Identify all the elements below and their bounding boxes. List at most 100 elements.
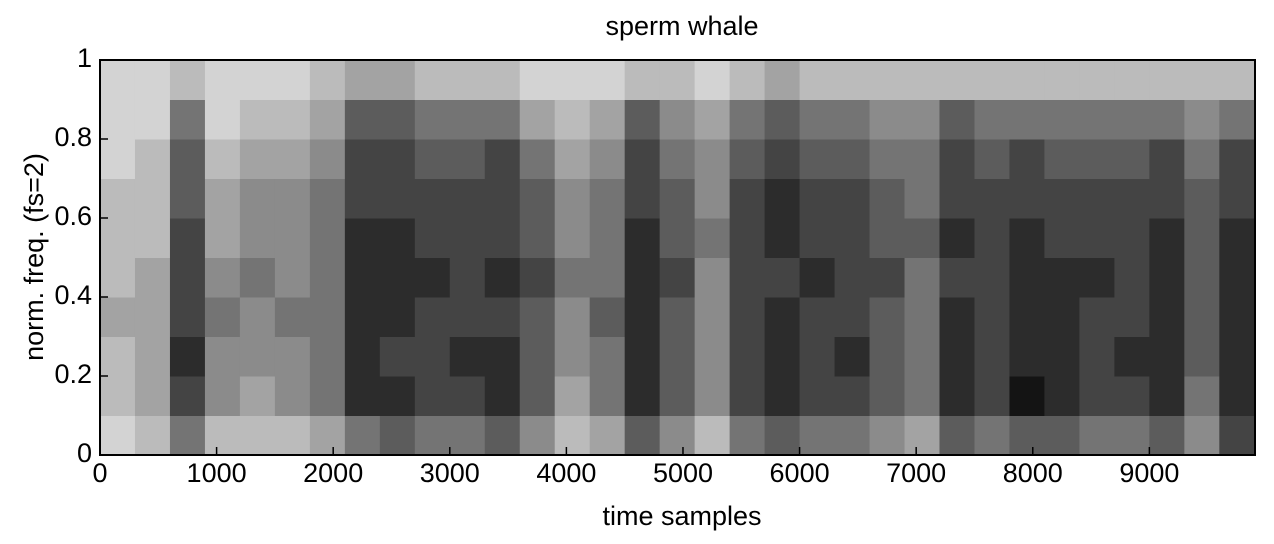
heatmap-cell — [904, 99, 940, 140]
heatmap-cell — [694, 336, 731, 377]
heatmap-cell — [204, 218, 241, 258]
heatmap-cell — [414, 336, 451, 377]
heatmap-cell — [624, 336, 661, 377]
heatmap-cell — [904, 178, 940, 219]
heatmap-cell — [309, 415, 346, 456]
heatmap-cell — [309, 218, 346, 258]
heatmap-cell — [169, 139, 206, 179]
heatmap-cell — [869, 257, 906, 298]
heatmap-cell — [799, 376, 836, 416]
y-tick-label: 0.6 — [54, 201, 92, 231]
heatmap-cell — [1184, 415, 1220, 456]
heatmap-cell — [274, 99, 311, 140]
heatmap-cell — [869, 60, 906, 100]
heatmap-cell — [204, 297, 241, 337]
heatmap-cell — [309, 99, 346, 140]
heatmap-cell — [134, 415, 171, 456]
heatmap-cell — [869, 297, 906, 337]
heatmap-cell — [974, 257, 1010, 298]
heatmap-cell — [974, 415, 1010, 456]
heatmap-cell — [974, 336, 1010, 377]
heatmap-cell — [344, 139, 381, 179]
heatmap-cell — [1184, 218, 1220, 258]
heatmap-cell — [344, 178, 381, 219]
heatmap-cell — [554, 297, 591, 337]
heatmap-cell — [1009, 376, 1045, 416]
heatmap-cell — [939, 336, 975, 377]
heatmap-cell — [869, 99, 906, 140]
heatmap-cell — [1044, 139, 1080, 179]
heatmap-cell — [904, 297, 940, 337]
heatmap-cell — [764, 376, 801, 416]
heatmap-cell — [1184, 376, 1220, 416]
heatmap-cell — [659, 415, 696, 456]
heatmap-cell — [1219, 218, 1256, 258]
heatmap-cell — [589, 178, 626, 219]
heatmap-cell — [169, 297, 206, 337]
x-tick-label: 9000 — [1119, 458, 1179, 488]
heatmap-cell — [1009, 336, 1045, 377]
heatmap-cell — [1219, 297, 1256, 337]
heatmap-cell — [169, 99, 206, 140]
heatmap-cell — [1219, 178, 1256, 219]
heatmap-cell — [834, 99, 871, 140]
heatmap-cell — [939, 139, 975, 179]
heatmap-cell — [1044, 99, 1080, 140]
y-tick-label: 1 — [77, 43, 92, 73]
heatmap-cell — [309, 178, 346, 219]
heatmap-cell — [1184, 297, 1220, 337]
heatmap-cell — [414, 139, 451, 179]
heatmap-cell — [974, 178, 1010, 219]
heatmap-cell — [100, 257, 136, 298]
x-tick-label: 5000 — [653, 458, 713, 488]
heatmap-cell — [1009, 99, 1045, 140]
heatmap-cell — [589, 415, 626, 456]
heatmap-cell — [799, 60, 836, 100]
heatmap-cell — [799, 218, 836, 258]
heatmap-cell — [1044, 297, 1080, 337]
heatmap-cell — [869, 376, 906, 416]
heatmap-cell — [519, 297, 556, 337]
y-tick-label: 0.4 — [54, 280, 92, 310]
heatmap-cell — [414, 60, 451, 100]
heatmap-cell — [274, 60, 311, 100]
heatmap-cell — [239, 297, 276, 337]
heatmap-cell — [624, 376, 661, 416]
heatmap-cell — [449, 178, 486, 219]
heatmap-cell — [764, 297, 801, 337]
heatmap-cell — [764, 178, 801, 219]
heatmap-cell — [799, 99, 836, 140]
heatmap-cell — [729, 415, 766, 456]
y-tick-label: 0 — [77, 438, 92, 468]
heatmap-cell — [834, 218, 871, 258]
heatmap-cell — [799, 257, 836, 298]
heatmap-cell — [904, 218, 940, 258]
heatmap-cell — [1184, 139, 1220, 179]
heatmap-cell — [1184, 257, 1220, 298]
heatmap-cell — [589, 139, 626, 179]
heatmap-cell — [414, 99, 451, 140]
heatmap-cell — [974, 297, 1010, 337]
heatmap-cell — [1114, 257, 1150, 298]
heatmap-cell — [1114, 336, 1150, 377]
heatmap-cell — [1114, 139, 1150, 179]
heatmap-cell — [974, 376, 1010, 416]
heatmap-cell — [1009, 218, 1045, 258]
heatmap-cell — [484, 415, 521, 456]
heatmap-cell — [239, 99, 276, 140]
heatmap-cell — [1149, 376, 1185, 416]
x-tick-label: 0 — [92, 458, 107, 488]
heatmap-cell — [764, 218, 801, 258]
heatmap-cell — [449, 139, 486, 179]
heatmap-cell — [1044, 336, 1080, 377]
heatmap-cell — [1149, 336, 1185, 377]
heatmap-cell — [939, 297, 975, 337]
heatmap-cell — [344, 336, 381, 377]
x-tick-label: 3000 — [420, 458, 480, 488]
heatmap-cell — [659, 257, 696, 298]
heatmap-cell — [799, 297, 836, 337]
heatmap-cell — [414, 218, 451, 258]
x-tick-label: 8000 — [1003, 458, 1063, 488]
heatmap-cell — [729, 99, 766, 140]
heatmap-cell — [484, 178, 521, 219]
